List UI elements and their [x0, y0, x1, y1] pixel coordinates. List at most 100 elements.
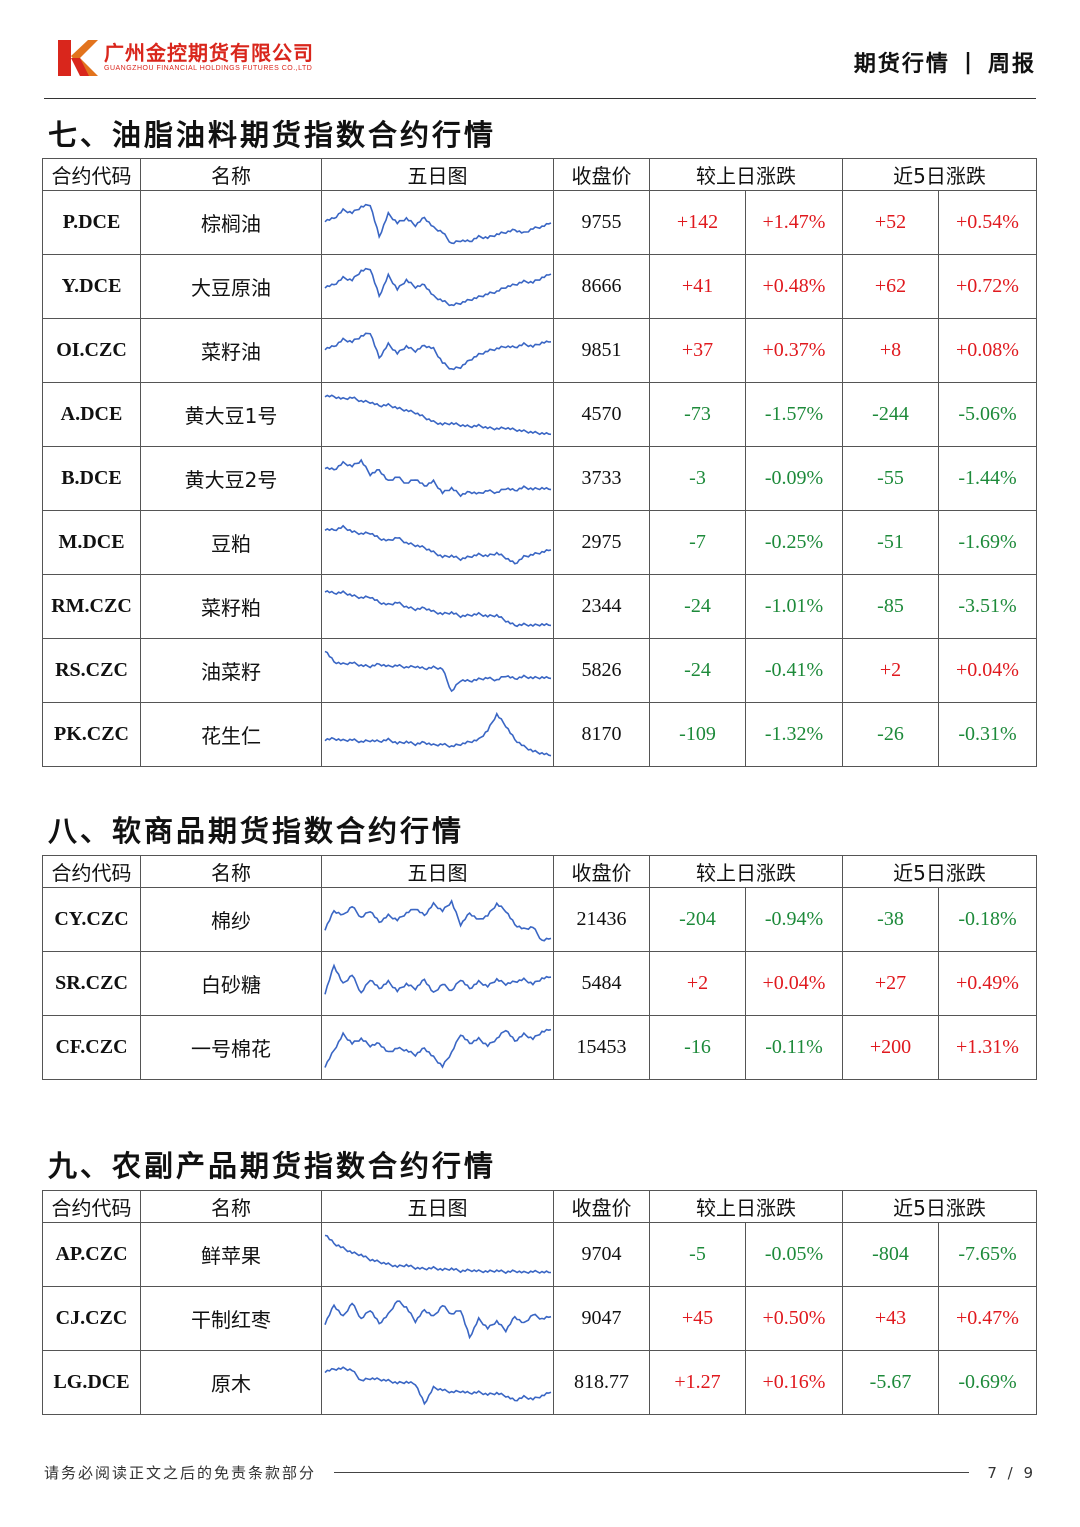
sparkline-series [324, 1234, 551, 1274]
five-day-chart [321, 638, 554, 703]
contract-name: 棉纱 [140, 887, 322, 952]
close-price: 2975 [553, 510, 650, 575]
header-close: 收盘价 [553, 1190, 650, 1223]
header-five-day-change: 近5日涨跌 [841, 855, 1038, 888]
five-day-change-pct: +0.08% [937, 318, 1038, 383]
sparkline-series [323, 1299, 551, 1339]
five-day-change-pct: +0.47% [937, 1286, 1038, 1351]
contract-name: 白砂糖 [140, 951, 322, 1016]
daily-change: +142 [649, 190, 746, 255]
close-price: 5484 [553, 951, 650, 1016]
close-price: 8666 [553, 254, 650, 319]
five-day-change: +2 [842, 638, 939, 703]
daily-change: -16 [649, 1015, 746, 1080]
header-five-day-change: 近5日涨跌 [841, 1190, 1038, 1223]
company-logo: 广州金控期货有限公司 GUANGZHOU FINANCIAL HOLDINGS … [58, 38, 314, 78]
close-price: 9755 [553, 190, 650, 255]
header-code: 合约代码 [42, 855, 141, 888]
five-day-change: -51 [842, 510, 939, 575]
daily-change: -7 [649, 510, 746, 575]
header-name: 名称 [140, 855, 322, 888]
table-header-row: 合约代码 名称 五日图 收盘价 较上日涨跌 近5日涨跌 [42, 1190, 1038, 1223]
contract-name: 豆粕 [140, 510, 322, 575]
daily-change-pct: +0.16% [745, 1350, 843, 1415]
daily-change-pct: -0.09% [745, 446, 843, 511]
header-chart: 五日图 [321, 158, 554, 191]
close-price: 2344 [553, 574, 650, 639]
close-price: 818.77 [553, 1350, 650, 1415]
header-name: 名称 [140, 1190, 322, 1223]
table-row: B.DCE 黄大豆2号 3733 -3 -0.09% -55 -1.44% [42, 446, 1038, 511]
daily-change-pct: +1.47% [745, 190, 843, 255]
daily-change: -3 [649, 446, 746, 511]
header-code: 合约代码 [42, 158, 141, 191]
five-day-change-pct: -1.69% [937, 510, 1038, 575]
table-row: RM.CZC 菜籽粕 2344 -24 -1.01% -85 -3.51% [42, 574, 1038, 639]
daily-change-pct: -1.01% [745, 574, 843, 639]
close-price: 9047 [553, 1286, 650, 1351]
five-day-chart [321, 1350, 554, 1415]
sparkline-chart [324, 524, 551, 565]
section-title: 八、软商品期货指数合约行情 [48, 814, 465, 848]
contract-code: Y.DCE [42, 254, 141, 319]
contract-code: RM.CZC [42, 574, 141, 639]
five-day-chart [321, 1286, 554, 1351]
five-day-change: +8 [842, 318, 939, 383]
daily-change-pct: +0.50% [745, 1286, 843, 1351]
sparkline-chart [324, 589, 551, 627]
daily-change-pct: -0.41% [745, 638, 843, 703]
five-day-chart [321, 510, 554, 575]
close-price: 8170 [553, 702, 650, 767]
disclaimer-text: 请务必阅读正文之后的免责条款部分 [44, 1464, 317, 1482]
five-day-change: +52 [842, 190, 939, 255]
five-day-change-pct: -1.44% [937, 446, 1038, 511]
page-header: 广州金控期货有限公司 GUANGZHOU FINANCIAL HOLDINGS … [0, 0, 1080, 100]
five-day-chart [321, 1222, 554, 1287]
five-day-change-pct: -3.51% [937, 574, 1038, 639]
header-daily-change: 较上日涨跌 [649, 855, 843, 888]
table-row: Y.DCE 大豆原油 8666 +41 +0.48% +62 +0.72% [42, 254, 1038, 319]
contract-name: 原木 [140, 1350, 322, 1415]
report-separator: | [963, 49, 974, 75]
sparkline-series [323, 203, 551, 244]
sparkline-series [323, 267, 551, 306]
close-price: 15453 [553, 1015, 650, 1080]
table-header-row: 合约代码 名称 五日图 收盘价 较上日涨跌 近5日涨跌 [42, 158, 1038, 191]
header-chart: 五日图 [321, 855, 554, 888]
table-row: CJ.CZC 干制红枣 9047 +45 +0.50% +43 +0.47% [42, 1286, 1038, 1351]
sparkline-series [324, 524, 551, 565]
table-header-row: 合约代码 名称 五日图 收盘价 较上日涨跌 近5日涨跌 [42, 855, 1038, 888]
contract-name: 干制红枣 [140, 1286, 322, 1351]
five-day-change: -38 [842, 887, 939, 952]
contract-code: P.DCE [42, 190, 141, 255]
contract-code: RS.CZC [42, 638, 141, 703]
five-day-change: +62 [842, 254, 939, 319]
sparkline-chart [323, 1028, 551, 1069]
header-daily-change: 较上日涨跌 [649, 158, 843, 191]
sparkline-chart [323, 203, 551, 244]
sparkline-chart [323, 711, 551, 756]
sparkline-series [323, 711, 551, 756]
contract-code: CY.CZC [42, 887, 141, 952]
daily-change: +1.27 [649, 1350, 746, 1415]
five-day-change-pct: +1.31% [937, 1015, 1038, 1080]
table-row: OI.CZC 菜籽油 9851 +37 +0.37% +8 +0.08% [42, 318, 1038, 383]
sparkline-series [324, 650, 551, 692]
five-day-chart [321, 951, 554, 1016]
close-price: 4570 [553, 382, 650, 447]
company-name-en: GUANGZHOU FINANCIAL HOLDINGS FUTURES CO.… [104, 65, 313, 72]
five-day-change-pct: +0.04% [937, 638, 1038, 703]
five-day-change: +27 [842, 951, 939, 1016]
five-day-chart [321, 254, 554, 319]
sparkline-series [323, 1365, 551, 1405]
sparkline-chart [324, 1234, 551, 1274]
close-price: 21436 [553, 887, 650, 952]
table-row: CY.CZC 棉纱 21436 -204 -0.94% -38 -0.18% [42, 887, 1038, 952]
sparkline-chart [324, 457, 551, 497]
table-row: A.DCE 黄大豆1号 4570 -73 -1.57% -244 -5.06% [42, 382, 1038, 447]
section-title: 九、农副产品期货指数合约行情 [48, 1149, 497, 1183]
daily-change: +41 [649, 254, 746, 319]
five-day-change: -804 [842, 1222, 939, 1287]
daily-change: +2 [649, 951, 746, 1016]
table-row: CF.CZC 一号棉花 15453 -16 -0.11% +200 +1.31% [42, 1015, 1038, 1080]
